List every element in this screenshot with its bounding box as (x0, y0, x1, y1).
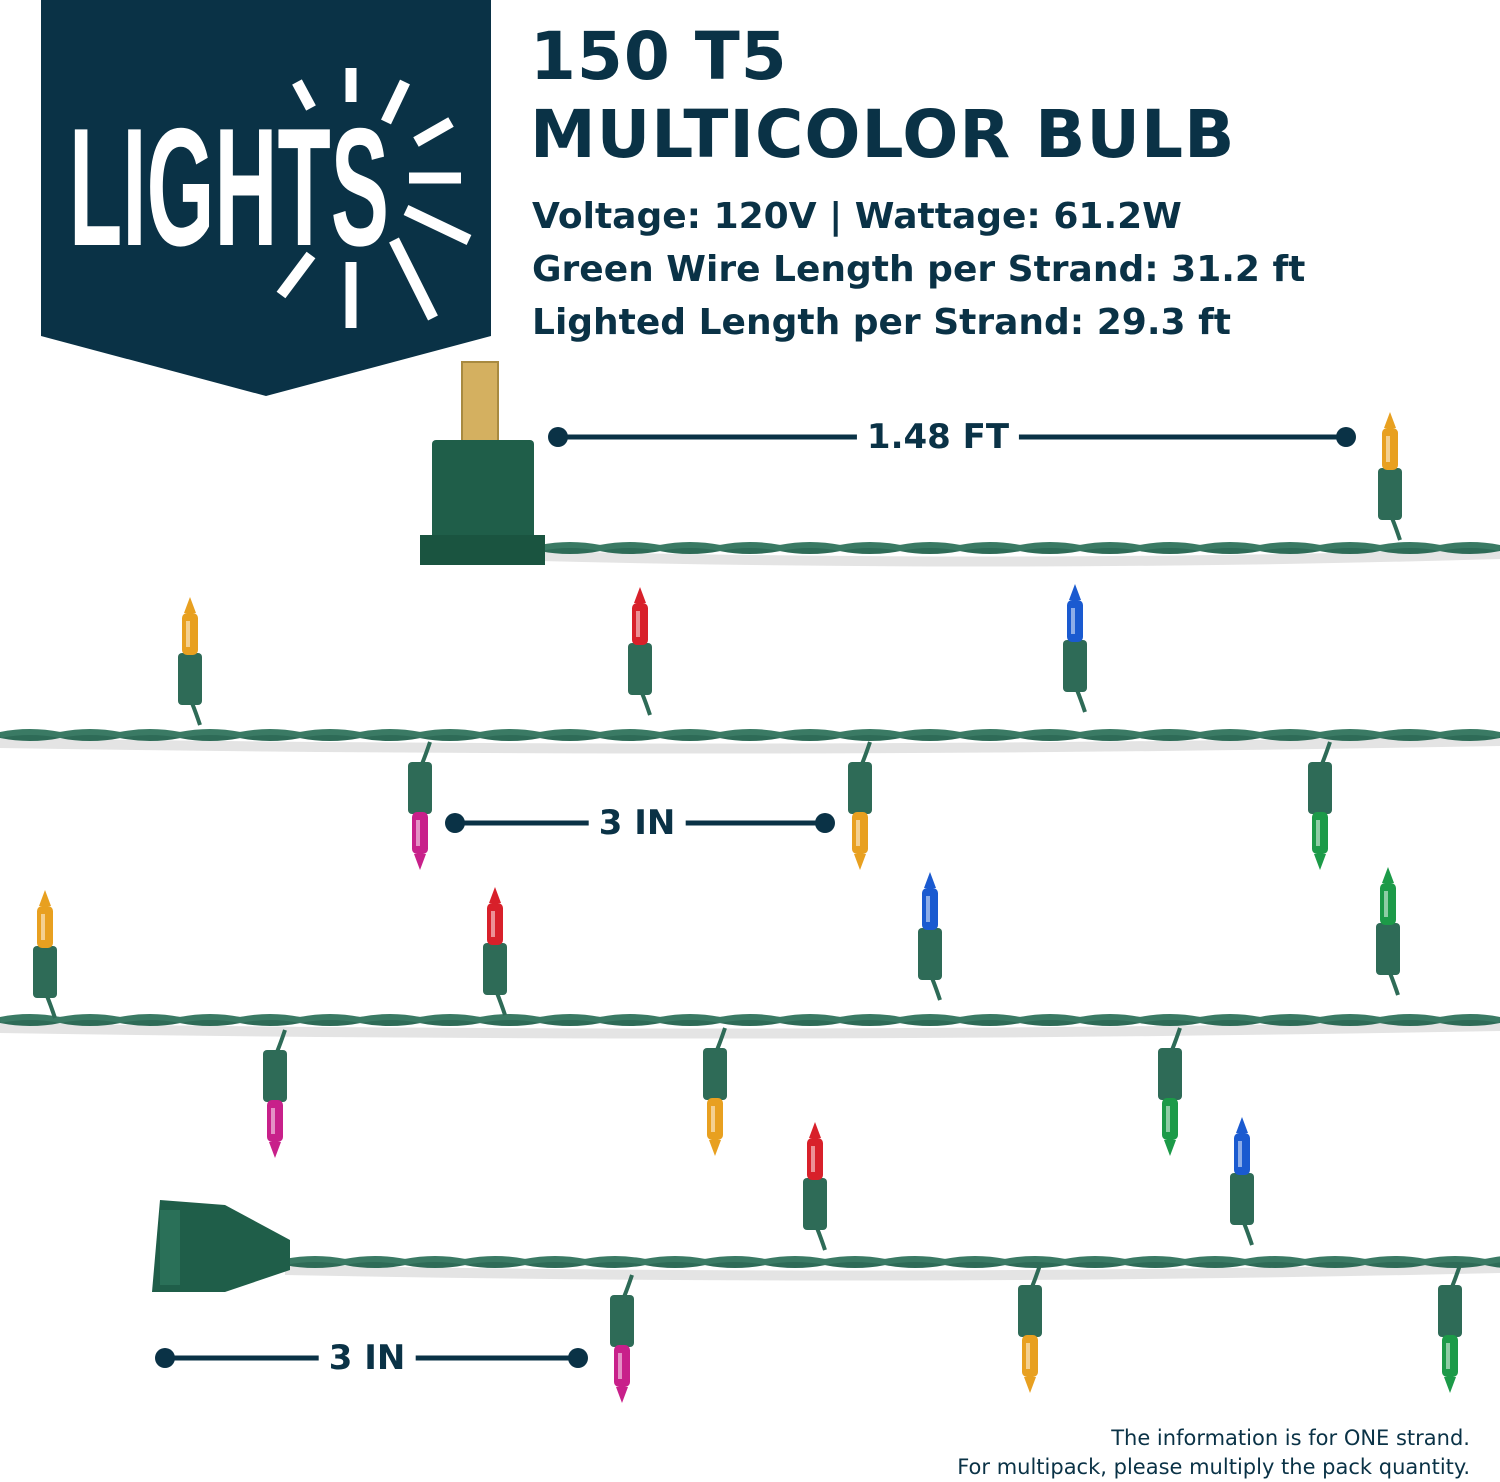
specs: Voltage: 120V | Wattage: 61.2W Green Wir… (532, 190, 1305, 349)
bulb-amber (178, 597, 202, 726)
bulb-red (483, 887, 507, 1016)
dimension-spacing-label: 3 IN (588, 803, 686, 843)
product-title: 150 T5 MULTICOLOR BULB (530, 18, 1235, 174)
title-line-1: 150 T5 (530, 18, 788, 95)
spec-voltage: Voltage: 120V | Wattage: 61.2W (532, 196, 1182, 237)
bulb-red (628, 587, 652, 716)
spec-lighted-length: Lighted Length per Strand: 29.3 ft (532, 302, 1231, 343)
bulb-amber (703, 1027, 727, 1156)
bulb-pink (263, 1029, 287, 1158)
dimension-plug-label: 1.48 FT (856, 417, 1020, 457)
bulb-blue (1230, 1117, 1254, 1246)
wire-row-3 (0, 1014, 1500, 1039)
male-plug (420, 361, 545, 565)
bulb-amber (1018, 1264, 1042, 1393)
spec-wire-length: Green Wire Length per Strand: 31.2 ft (532, 249, 1306, 290)
bulb-green (1438, 1264, 1462, 1393)
svg-text:LIGHTS: LIGHTS (69, 93, 389, 281)
bulb-red (803, 1122, 827, 1251)
bulb-amber (33, 890, 57, 1019)
female-plug (152, 1200, 290, 1292)
wire-row-2 (0, 729, 1500, 754)
bulb-blue (1063, 584, 1087, 713)
bulb-green (1308, 741, 1332, 870)
lights-logo: LIGHTS (41, 0, 491, 396)
bulb-pink (610, 1274, 634, 1403)
strand-note: The information is for ONE strand. For m… (957, 1424, 1470, 1482)
bulb-amber (848, 741, 872, 870)
bulb-green (1376, 867, 1400, 996)
title-line-2: MULTICOLOR BULB (530, 96, 1236, 173)
dimension-end-label: 3 IN (318, 1338, 416, 1378)
note-line-2: For multipack, please multiply the pack … (957, 1455, 1470, 1479)
bulb-green (1158, 1027, 1182, 1156)
bulb-amber (1378, 412, 1402, 541)
bulb-blue (918, 872, 942, 1001)
note-line-1: The information is for ONE strand. (1111, 1426, 1470, 1450)
bulb-pink (408, 741, 432, 870)
wire-row-4 (284, 1256, 1500, 1281)
wire-row-1 (539, 542, 1500, 567)
